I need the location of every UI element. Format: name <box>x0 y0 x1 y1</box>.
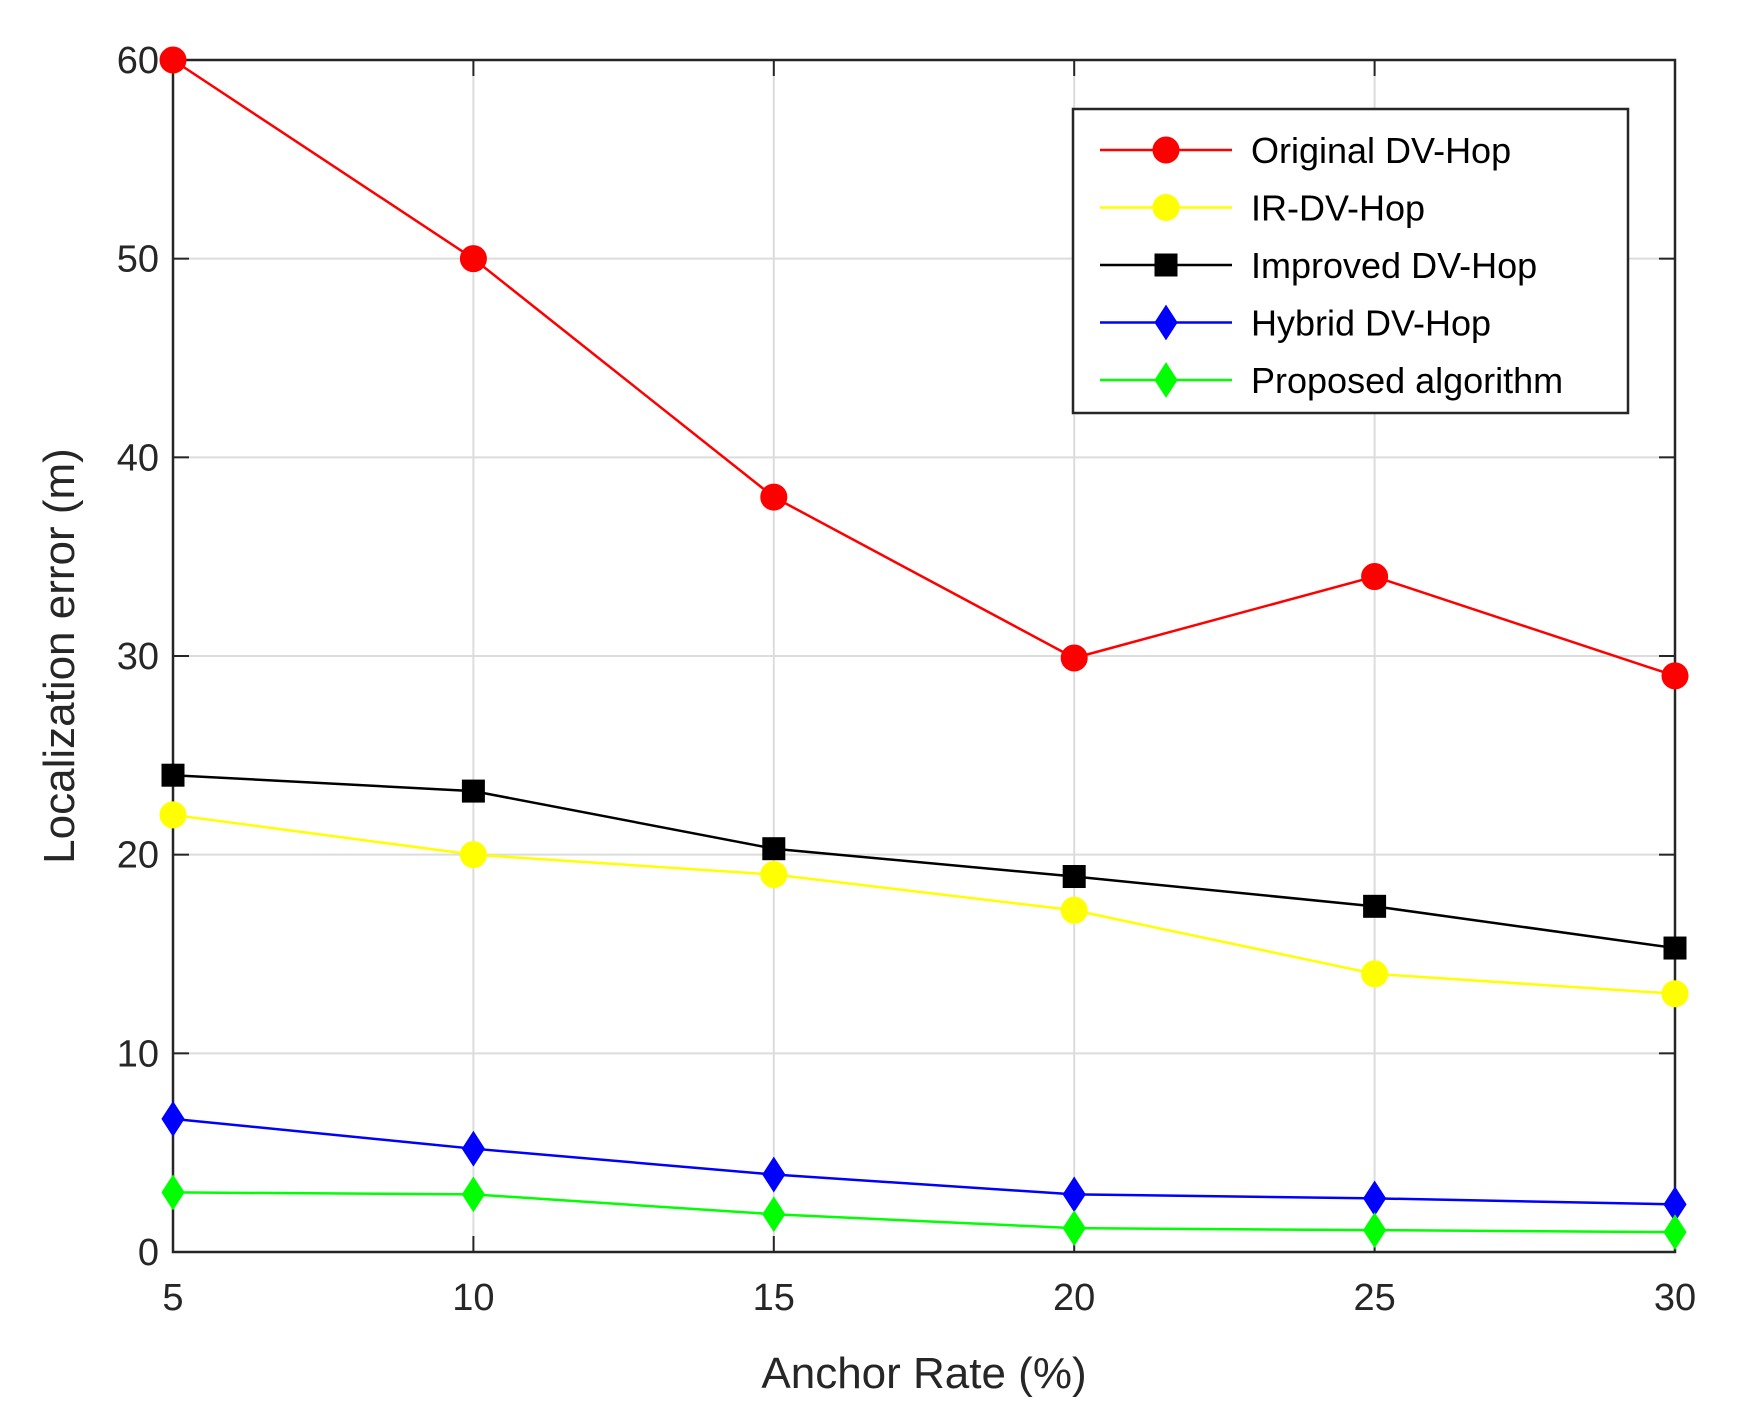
data-point-original-dv-hop <box>459 245 487 273</box>
y-tick-label: 30 <box>117 636 159 678</box>
data-point-proposed-algorithm <box>1363 1212 1387 1249</box>
tick-labels: 5 10 15 20 25 30 0 10 20 30 40 50 60 <box>117 40 1696 1319</box>
data-point-proposed-algorithm <box>1663 1214 1687 1251</box>
legend-item-original-dv-hop: Original DV-Hop <box>1100 130 1511 171</box>
data-point-ir-dv-hop <box>760 861 788 889</box>
series-line-proposed-algorithm <box>172 1191 1676 1234</box>
data-point-ir-dv-hop <box>1661 980 1689 1008</box>
series-improved-dv-hop <box>161 763 1687 960</box>
series-line-original-dv-hop <box>172 58 1676 678</box>
data-point-original-dv-hop <box>1361 563 1389 591</box>
data-point-proposed-algorithm <box>1062 1210 1086 1247</box>
y-tick-label: 10 <box>117 1033 159 1075</box>
data-series <box>159 46 1689 1251</box>
legend-marker <box>1154 304 1178 341</box>
data-point-ir-dv-hop <box>1060 896 1088 924</box>
data-point-original-dv-hop <box>760 483 788 511</box>
y-tick-label: 40 <box>117 437 159 479</box>
data-point-hybrid-dv-hop <box>161 1100 185 1137</box>
data-point-ir-dv-hop <box>459 841 487 869</box>
series-line-ir-dv-hop <box>172 813 1676 995</box>
legend-label: IR-DV-Hop <box>1251 188 1425 229</box>
legend-label: Improved DV-Hop <box>1251 245 1537 286</box>
y-tick-label: 20 <box>117 835 159 877</box>
legend-item-hybrid-dv-hop: Hybrid DV-Hop <box>1100 303 1491 344</box>
x-tick-label: 5 <box>162 1277 183 1319</box>
series-original-dv-hop <box>159 46 1689 690</box>
data-point-proposed-algorithm <box>461 1176 485 1213</box>
data-point-improved-dv-hop <box>762 837 786 861</box>
legend-item-proposed-algorithm: Proposed algorithm <box>1100 360 1563 401</box>
data-point-improved-dv-hop <box>461 779 485 803</box>
axis-ticks <box>172 59 1676 1253</box>
legend-marker <box>1154 253 1178 277</box>
series-ir-dv-hop <box>159 801 1689 1008</box>
x-tick-label: 20 <box>1053 1277 1095 1319</box>
y-tick-label: 50 <box>117 239 159 281</box>
legend-item-improved-dv-hop: Improved DV-Hop <box>1100 245 1537 286</box>
series-hybrid-dv-hop <box>161 1100 1687 1223</box>
legend-marker <box>1154 362 1178 398</box>
data-point-ir-dv-hop <box>159 801 187 829</box>
grid-lines <box>172 59 1676 1253</box>
x-tick-label: 15 <box>753 1277 795 1319</box>
legend-marker <box>1152 194 1180 221</box>
data-point-improved-dv-hop <box>1062 865 1086 889</box>
data-point-ir-dv-hop <box>1361 960 1389 988</box>
x-tick-label: 25 <box>1353 1277 1395 1319</box>
data-point-proposed-algorithm <box>762 1196 786 1233</box>
y-axis-title: Localization error (m) <box>35 448 84 864</box>
data-point-hybrid-dv-hop <box>762 1156 786 1193</box>
legend-item-ir-dv-hop: IR-DV-Hop <box>1100 188 1425 229</box>
legend: Original DV-Hop IR-DV-Hop Improved DV-Hop H… <box>1071 107 1630 415</box>
data-point-proposed-algorithm <box>161 1174 185 1211</box>
series-proposed-algorithm <box>161 1174 1687 1251</box>
x-tick-label: 10 <box>452 1277 494 1319</box>
y-tick-label: 0 <box>138 1232 159 1274</box>
legend-marker <box>1152 136 1180 164</box>
data-point-original-dv-hop <box>1661 662 1689 690</box>
legend-label: Proposed algorithm <box>1251 360 1563 401</box>
y-tick-label: 60 <box>117 40 159 82</box>
legend-label: Original DV-Hop <box>1251 130 1511 171</box>
data-point-improved-dv-hop <box>1663 936 1687 960</box>
series-line-hybrid-dv-hop <box>172 1117 1676 1206</box>
data-point-original-dv-hop <box>159 46 187 74</box>
data-point-original-dv-hop <box>1060 644 1088 672</box>
data-point-hybrid-dv-hop <box>461 1130 485 1167</box>
legend-label: Hybrid DV-Hop <box>1251 303 1491 344</box>
x-axis-title: Anchor Rate (%) <box>761 1349 1086 1398</box>
data-point-improved-dv-hop <box>1363 894 1387 918</box>
series-line-improved-dv-hop <box>172 773 1676 950</box>
data-point-improved-dv-hop <box>161 763 185 787</box>
x-tick-label: 30 <box>1654 1277 1696 1319</box>
